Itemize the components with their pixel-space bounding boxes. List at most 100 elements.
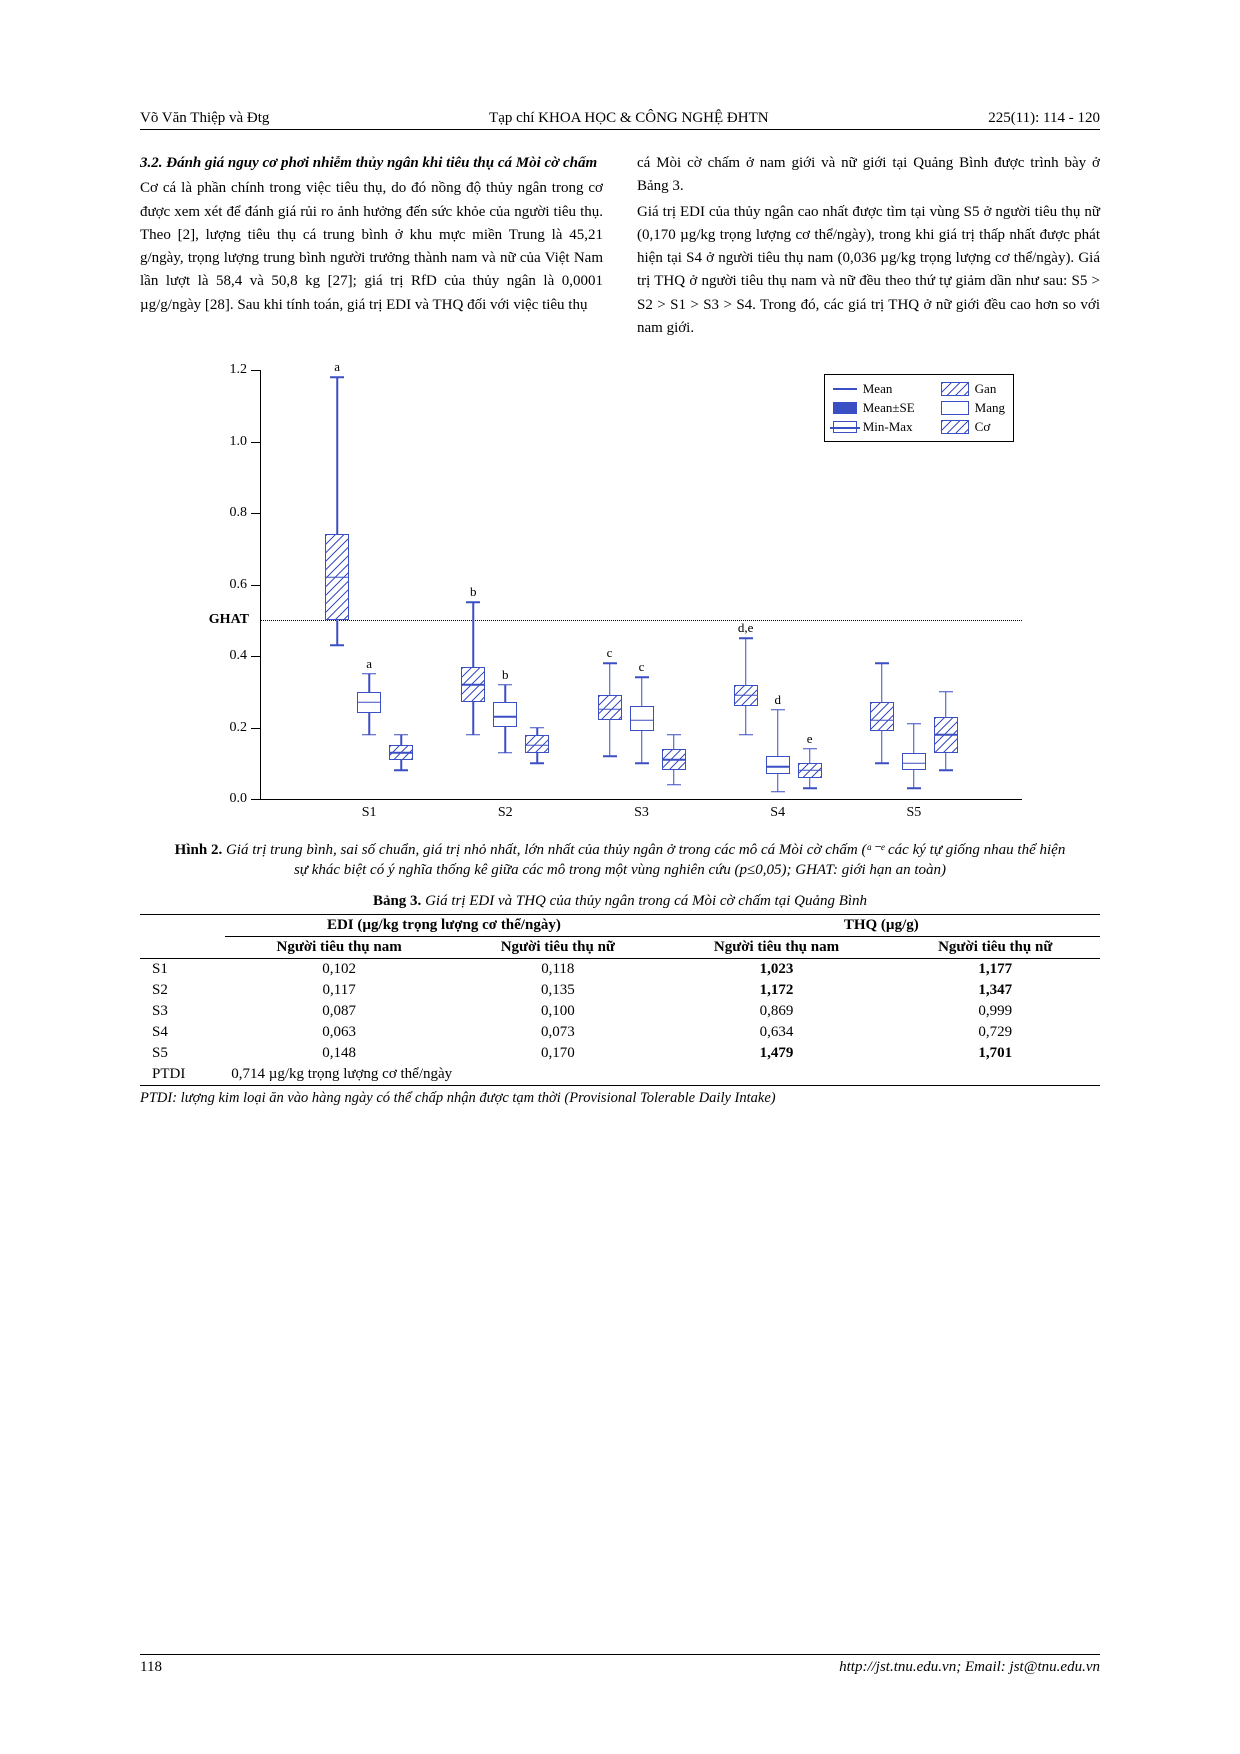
table-ptdi-label: PTDI xyxy=(140,1064,225,1086)
table-cell: 0,100 xyxy=(453,1001,663,1022)
chart-whisker-cap xyxy=(939,691,953,693)
table-cell: 0,170 xyxy=(453,1043,663,1064)
chart-whisker-cap xyxy=(739,637,753,639)
chart-box xyxy=(389,745,413,759)
table-3-caption-label: Bảng 3. xyxy=(373,893,421,909)
legend-swatch-icon xyxy=(833,421,857,433)
chart-sig-label: b xyxy=(502,667,509,683)
chart-whisker-cap xyxy=(939,770,953,772)
legend-item: Mean±SE xyxy=(833,400,915,416)
chart-sig-label: c xyxy=(607,645,613,661)
chart-box xyxy=(325,534,349,620)
table-cell: 0,148 xyxy=(225,1043,453,1064)
legend-label: Cơ xyxy=(975,419,991,435)
table-subhead-3: Người tiêu thụ nam xyxy=(663,936,891,958)
chart-xlabel: S1 xyxy=(362,805,377,821)
chart-box xyxy=(357,692,381,713)
chart-box xyxy=(934,717,958,753)
chart-xlabel: S4 xyxy=(770,805,785,821)
body-columns: 3.2. Đánh giá nguy cơ phơi nhiễm thủy ng… xyxy=(140,152,1100,342)
chart-ylabel: 0.6 xyxy=(230,577,248,593)
page-footer: 118 http://jst.tnu.edu.vn; Email: jst@tn… xyxy=(140,1654,1100,1676)
chart-ylabel: 0.4 xyxy=(230,648,248,664)
chart-ytick xyxy=(251,656,261,657)
chart-whisker-cap xyxy=(635,763,649,765)
chart-box xyxy=(798,763,822,777)
chart-whisker-cap xyxy=(603,662,617,664)
chart-ghat-line xyxy=(261,620,1022,621)
table-row: S10,1020,1181,0231,177 xyxy=(140,958,1100,980)
figure-2-caption: Hình 2. Giá trị trung bình, sai số chuẩn… xyxy=(170,840,1070,881)
legend-label: Min-Max xyxy=(863,419,913,435)
legend-col-right: Gan Mang Cơ xyxy=(941,381,1005,435)
table-row-label: S2 xyxy=(140,980,225,1001)
table-cell: 0,118 xyxy=(453,958,663,980)
running-head-center: Tạp chí KHOA HỌC & CÔNG NGHỆ ĐHTN xyxy=(489,110,769,127)
page-number: 118 xyxy=(140,1659,162,1676)
table-row: S50,1480,1701,4791,701 xyxy=(140,1043,1100,1064)
chart-whisker xyxy=(777,710,779,792)
chart-median xyxy=(462,684,484,686)
chart-whisker-cap xyxy=(875,763,889,765)
chart-whisker-cap xyxy=(530,763,544,765)
table-3: EDI (µg/kg trọng lượng cơ thể/ngày) THQ … xyxy=(140,914,1100,1086)
figure-2-caption-text: Giá trị trung bình, sai số chuẩn, giá tr… xyxy=(222,842,1065,878)
chart-ylabel: 0.0 xyxy=(230,791,248,807)
section-title: 3.2. Đánh giá nguy cơ phơi nhiễm thủy ng… xyxy=(140,152,603,175)
chart-whisker-cap xyxy=(394,734,408,736)
table-cell: 1,701 xyxy=(890,1043,1100,1064)
chart-whisker-cap xyxy=(667,734,681,736)
chart-sig-label: c xyxy=(639,659,645,675)
chart-median xyxy=(903,762,925,764)
chart-sig-label: b xyxy=(470,584,477,600)
chart-sig-label: a xyxy=(366,656,372,672)
chart-ytick xyxy=(251,513,261,514)
chart-median xyxy=(631,719,653,721)
table-3-caption: Bảng 3. Giá trị EDI và THQ của thủy ngân… xyxy=(140,893,1100,910)
table-row-ptdi: PTDI0,714 µg/kg trọng lượng cơ thể/ngày xyxy=(140,1064,1100,1086)
chart-whisker-cap xyxy=(362,673,376,675)
chart-whisker-cap xyxy=(498,752,512,754)
legend-item: Mang xyxy=(941,400,1005,416)
chart-median xyxy=(526,744,548,746)
left-paragraph: Cơ cá là phần chính trong việc tiêu thụ,… xyxy=(140,177,603,317)
table-cell: 0,073 xyxy=(453,1022,663,1043)
chart-whisker-cap xyxy=(803,788,817,790)
chart-median xyxy=(935,734,957,736)
footer-right: http://jst.tnu.edu.vn; Email: jst@tnu.ed… xyxy=(839,1659,1100,1676)
table-row-label: S5 xyxy=(140,1043,225,1064)
chart-whisker-cap xyxy=(530,727,544,729)
right-paragraph-1: cá Mòi cờ chấm ở nam giới và nữ giới tại… xyxy=(637,152,1100,199)
chart-median xyxy=(767,766,789,768)
chart-ytick xyxy=(251,799,261,800)
chart-whisker-cap xyxy=(603,755,617,757)
table-head-edi: EDI (µg/kg trọng lượng cơ thể/ngày) xyxy=(225,914,662,936)
table-cell: 0,135 xyxy=(453,980,663,1001)
chart-whisker-cap xyxy=(771,709,785,711)
chart-box xyxy=(662,749,686,770)
table-subhead-4: Người tiêu thụ nữ xyxy=(890,936,1100,958)
legend-item: Gan xyxy=(941,381,1005,397)
chart-median xyxy=(599,709,621,711)
legend-item: Cơ xyxy=(941,419,1005,435)
chart-median xyxy=(799,770,821,772)
legend-swatch-icon xyxy=(941,420,969,434)
chart-ytick xyxy=(251,370,261,371)
chart-whisker-cap xyxy=(771,791,785,793)
figure-2: MeanMean±SEMin-Max GanMangCơ 0.00.20.40.… xyxy=(210,370,1030,830)
legend-swatch-icon xyxy=(833,388,857,390)
table-cell: 1,172 xyxy=(663,980,891,1001)
running-head-left: Võ Văn Thiệp và Đtg xyxy=(140,110,269,127)
table-cell: 0,999 xyxy=(890,1001,1100,1022)
table-row-label: S4 xyxy=(140,1022,225,1043)
table-subhead-2: Người tiêu thụ nữ xyxy=(453,936,663,958)
table-3-caption-text: Giá trị EDI và THQ của thủy ngân trong c… xyxy=(421,893,867,909)
table-head-thq: THQ (µg/g) xyxy=(663,914,1100,936)
table-cell: 0,087 xyxy=(225,1001,453,1022)
page: Võ Văn Thiệp và Đtg Tạp chí KHOA HỌC & C… xyxy=(0,0,1240,1754)
table-cell: 0,063 xyxy=(225,1022,453,1043)
chart-median xyxy=(871,719,893,721)
chart-median xyxy=(494,716,516,718)
chart-xlabel: S5 xyxy=(906,805,921,821)
chart-ylabel: 0.2 xyxy=(230,720,248,736)
